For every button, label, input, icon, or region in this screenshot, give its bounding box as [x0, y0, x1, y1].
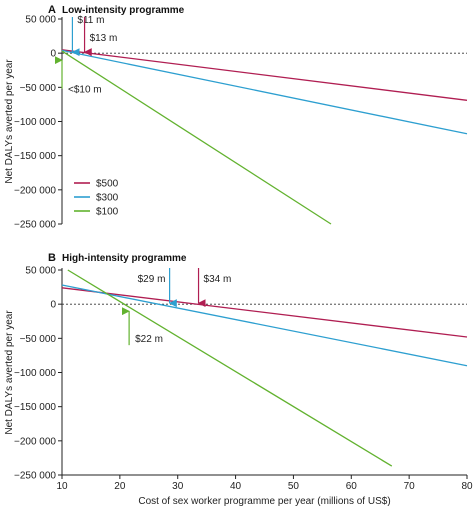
y-tick-label: −150 000 [14, 402, 56, 413]
y-tick-label: −50 000 [20, 334, 57, 345]
y-tick-label: −200 000 [14, 436, 56, 447]
series-line-500 [61, 49, 468, 101]
annotation-label: $34 m [204, 274, 232, 285]
series-line-100 [61, 50, 332, 225]
panel-a: A Low-intensity programme 50 000 0 −50 000 −1… [4, 4, 468, 231]
x-tick-label: 50 [288, 481, 300, 492]
series-line-100 [67, 269, 393, 467]
annotation-label: $29 m [138, 274, 166, 285]
y-tick-label: −150 000 [14, 151, 56, 162]
y-tick-label: 50 000 [25, 266, 56, 277]
y-tick-label: −200 000 [14, 185, 56, 196]
x-tick-label: 20 [114, 481, 126, 492]
annotation-label: <$10 m [68, 85, 102, 96]
panel-letter: A [48, 4, 56, 16]
y-tick-label: −50 000 [20, 83, 57, 94]
y-tick-label: 0 [50, 300, 56, 311]
annotation-label: $13 m [90, 33, 118, 44]
series-line-300 [61, 284, 468, 367]
y-tick-label: −100 000 [14, 117, 56, 128]
x-tick-label: 30 [172, 481, 184, 492]
legend-label: $100 [96, 207, 119, 218]
annotation-label: $22 m [135, 334, 163, 345]
x-tick-label: 40 [230, 481, 242, 492]
annotation-label: $11 m [77, 15, 104, 26]
y-axis-label: Net DALYs averted per year [4, 59, 15, 184]
chart-panels: A Low-intensity programme 50 000 0 −50 000 −1… [4, 4, 473, 507]
y-axis-label: Net DALYs averted per year [4, 310, 15, 435]
y-tick-label: −250 000 [14, 471, 56, 482]
series-line-300 [61, 49, 468, 135]
x-axis-label: Cost of sex worker programme per year (m… [138, 496, 390, 507]
panel-title: High-intensity programme [62, 253, 187, 264]
y-tick-label: 0 [50, 49, 56, 60]
y-tick-label: −250 000 [14, 220, 56, 231]
y-tick-label: −100 000 [14, 368, 56, 379]
x-tick-label: 60 [346, 481, 358, 492]
x-tick-label: 80 [461, 481, 473, 492]
x-tick-label: 10 [56, 481, 68, 492]
legend-label: $300 [96, 193, 119, 204]
y-tick-label: 50 000 [25, 15, 56, 26]
series-line-500 [61, 287, 468, 338]
panel-title: Low-intensity programme [62, 5, 185, 16]
panel-b: B High-intensity programme 50 000 0 −50 000 −… [4, 252, 473, 507]
panel-letter: B [48, 252, 56, 264]
legend-label: $500 [96, 179, 119, 190]
x-tick-label: 70 [404, 481, 416, 492]
